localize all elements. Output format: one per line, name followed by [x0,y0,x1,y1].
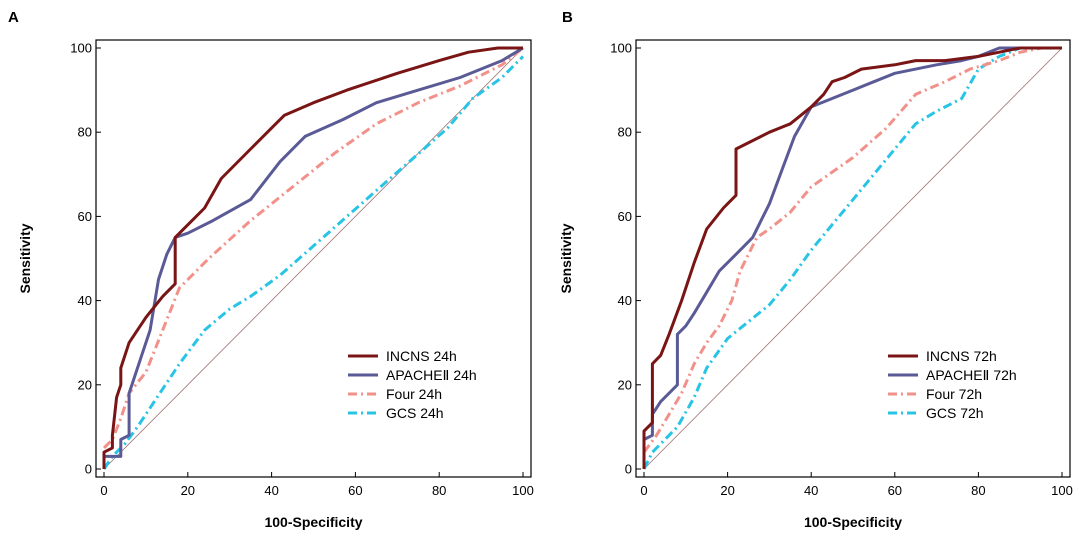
reference-diagonal [643,47,1063,470]
roc-curve-four-24h [102,46,524,449]
y-axis-title: Sensitivity [558,223,574,293]
y-tick-label: 20 [618,377,632,392]
legend-label: INCNS 24h [386,348,457,364]
roc-curve-incns-24h [102,46,523,469]
y-tick-label: 40 [618,293,632,308]
roc-curve-apache-24h [104,46,524,458]
x-tick-label: 20 [181,483,195,498]
x-tick-label: 0 [640,483,647,498]
x-tick-label: 60 [888,483,902,498]
y-tick-label: 100 [70,41,92,56]
x-axis-title: 100-Specificity [804,514,902,530]
legend-label: Four 24h [386,386,442,402]
panel-label: B [562,9,573,26]
x-tick-label: 40 [264,483,278,498]
legend-label: GCS 24h [386,405,444,421]
legend: INCNS 24h APACHEⅡ 24h Four 24h GCS 24h [348,348,477,421]
x-tick-label: 100 [1051,483,1073,498]
legend-label: APACHEⅡ 24h [386,367,477,383]
y-tick-label: 80 [618,125,632,140]
roc-curve-four-72h [642,46,1062,454]
reference-diagonal [103,47,524,470]
roc-curve-gcs-24h [102,55,525,470]
x-tick-label: 20 [720,483,734,498]
x-tick-label: 100 [512,483,534,498]
y-tick-label: 0 [85,462,92,477]
y-tick-label: 80 [78,125,92,140]
legend-label: GCS 72h [926,405,984,421]
chart-panel-b: B 0 20 40 60 80 100 0 20 40 60 80 100 100-Specificity… [558,9,1073,530]
x-tick-label: 40 [804,483,818,498]
x-tick-label: 80 [432,483,446,498]
x-tick-label: 0 [100,483,107,498]
y-tick-label: 0 [625,462,632,477]
plot-frame [95,39,532,478]
y-tick-label: 60 [618,209,632,224]
y-tick-label: 60 [78,209,92,224]
plot-frame [635,39,1071,478]
legend-label: Four 72h [926,386,982,402]
panel-label: A [8,9,19,26]
y-axis-title: Sensitivity [17,223,33,293]
roc-curve-incns-72h [642,46,1062,469]
y-tick-label: 20 [78,377,92,392]
x-tick-label: 60 [348,483,362,498]
x-axis-title: 100-Specificity [264,514,362,530]
legend-label: APACHEⅡ 72h [926,367,1017,383]
y-tick-label: 40 [78,293,92,308]
legend-label: INCNS 72h [926,348,997,364]
x-tick-label: 80 [971,483,985,498]
chart-panel-a: A 0 20 40 60 80 100 0 20 40 60 80 100 100-Specificity… [8,9,534,530]
y-tick-label: 100 [610,41,632,56]
legend: INCNS 72h APACHEⅡ 72h Four 72h GCS 72h [888,348,1017,421]
